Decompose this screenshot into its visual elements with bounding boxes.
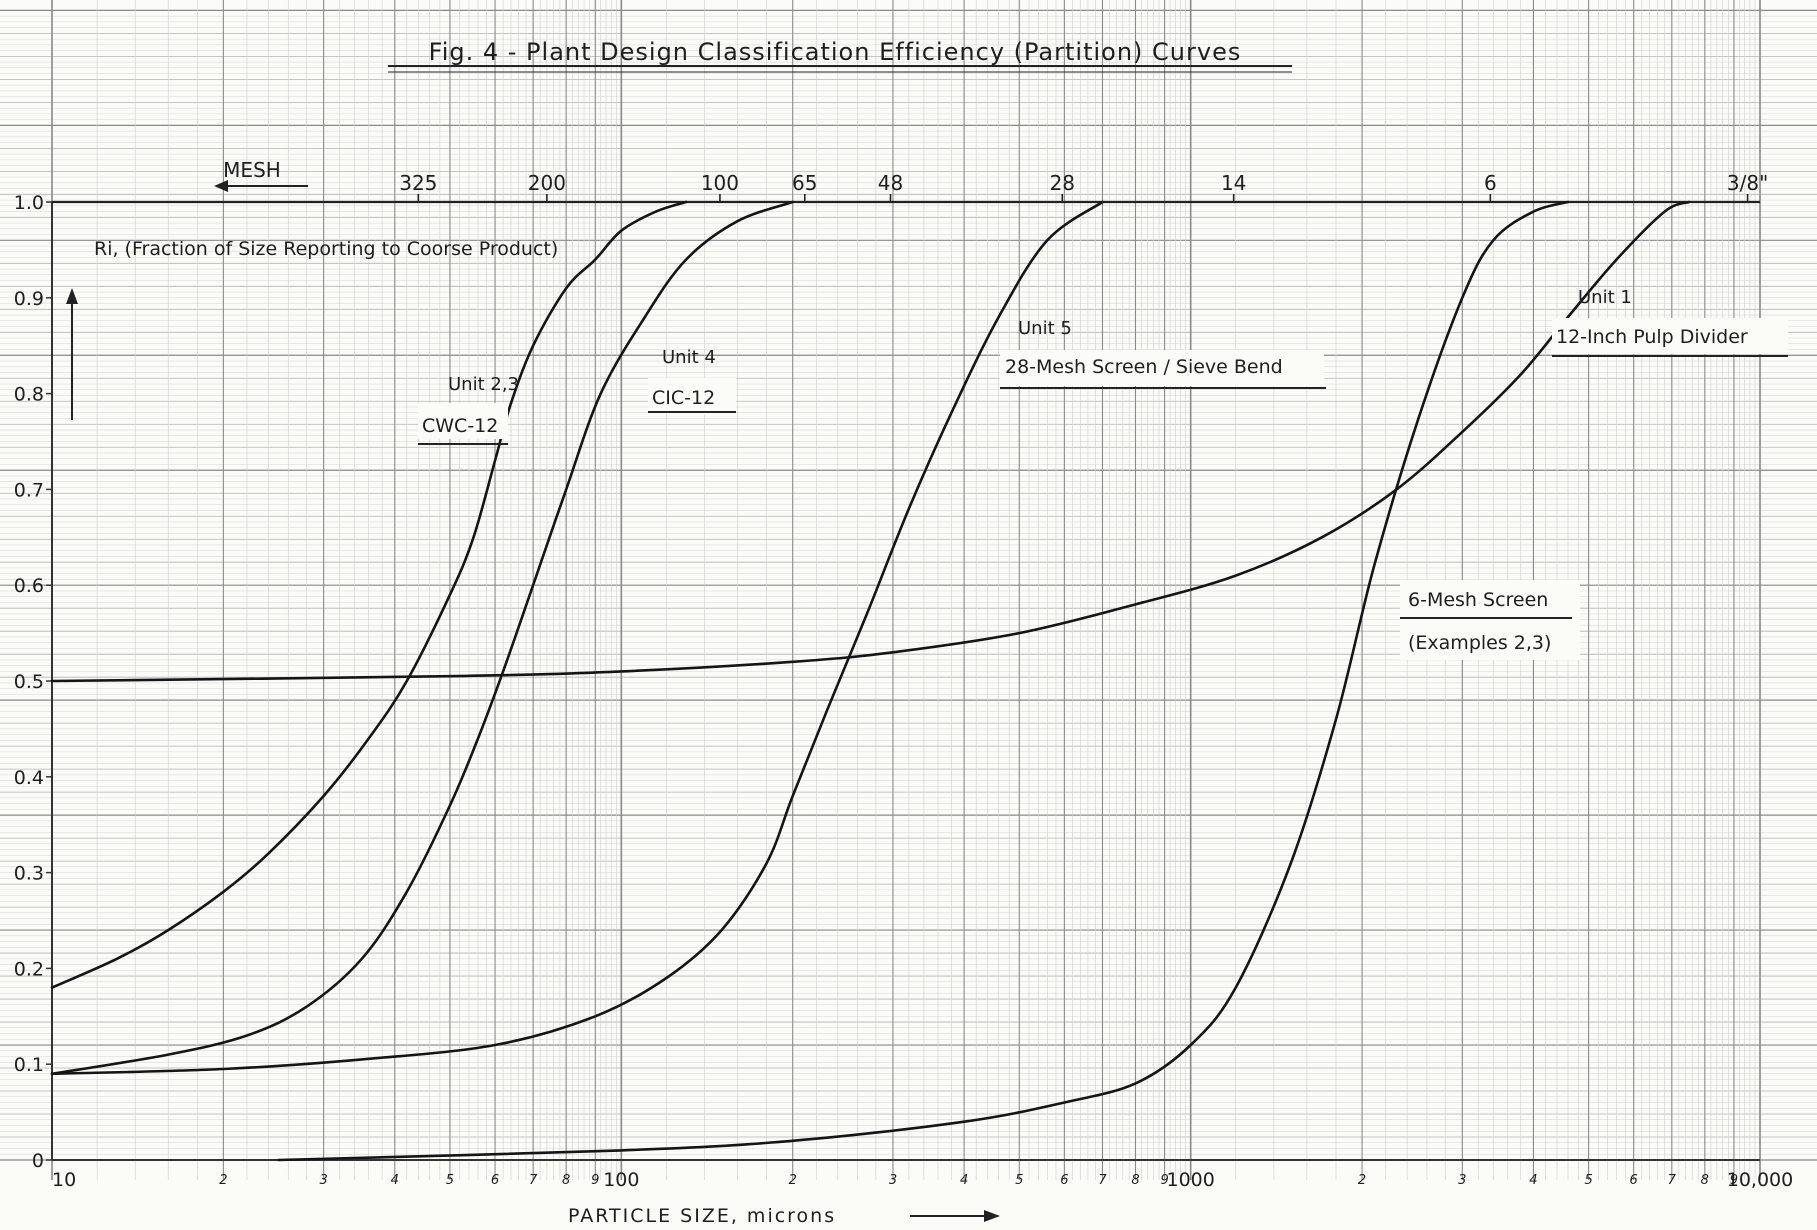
x-minor-tick-label: 7 bbox=[1668, 1173, 1677, 1188]
y-tick-label: 0.3 bbox=[14, 863, 44, 885]
chart-title: Fig. 4 - Plant Design Classification Eff… bbox=[429, 38, 1242, 66]
x-minor-tick-label: 3 bbox=[889, 1173, 897, 1188]
y-tick-label: 0.8 bbox=[14, 384, 44, 406]
x-minor-tick-label: 3 bbox=[1458, 1173, 1466, 1188]
mesh-arrow-head-icon bbox=[214, 180, 228, 192]
x-tick-label: 100 bbox=[603, 1169, 639, 1191]
x-minor-tick-label: 2 bbox=[1358, 1173, 1366, 1188]
x-minor-tick-label: 9 bbox=[1730, 1173, 1738, 1188]
x-arrow-head-icon bbox=[984, 1210, 1000, 1222]
annotation-unit-4: Unit 4 CIC-12 bbox=[648, 347, 736, 414]
x-minor-tick-label: 7 bbox=[529, 1173, 538, 1188]
x-minor-tick-label: 9 bbox=[591, 1173, 599, 1188]
x-minor-tick-label: 2 bbox=[219, 1173, 227, 1188]
x-minor-tick-label: 8 bbox=[562, 1173, 570, 1188]
y-tick-label: 0.6 bbox=[14, 575, 44, 597]
mesh-tick-label: 325 bbox=[399, 171, 437, 195]
x-minor-tick-label: 2 bbox=[789, 1173, 797, 1188]
y-arrow-head-icon bbox=[66, 288, 78, 304]
x-minor-tick-label: 6 bbox=[1060, 1173, 1068, 1188]
series-curves bbox=[50, 200, 1691, 1162]
svg-text:28-Mesh Screen / Sieve Bend: 28-Mesh Screen / Sieve Bend bbox=[1005, 356, 1283, 378]
y-tick-label: 0.1 bbox=[14, 1054, 44, 1076]
y-tick-label: 0.2 bbox=[14, 958, 44, 980]
y-tick-label: 0.4 bbox=[14, 767, 44, 789]
y-tick-label: 0.7 bbox=[14, 479, 44, 501]
mesh-tick-label: 3/8" bbox=[1727, 171, 1768, 195]
x-minor-tick-label: 4 bbox=[960, 1173, 968, 1188]
mesh-tick-label: 48 bbox=[878, 171, 903, 195]
annotation-unit-1: Unit 1 12-Inch Pulp Divider bbox=[1552, 287, 1788, 357]
curve-unit-5-28-mesh-screen bbox=[50, 200, 1104, 1076]
mesh-tick-label: 200 bbox=[528, 171, 566, 195]
x-minor-tick-label: 5 bbox=[1015, 1173, 1023, 1188]
curve-unit-4-cic-12 bbox=[50, 200, 794, 1076]
x-minor-tick-label: 9 bbox=[1160, 1173, 1168, 1188]
y-tick-label: 1.0 bbox=[14, 192, 44, 214]
mesh-tick-label: 28 bbox=[1050, 171, 1075, 195]
y-tick-label: 0.5 bbox=[14, 671, 44, 693]
svg-text:CIC-12: CIC-12 bbox=[652, 387, 715, 409]
svg-text:Unit 1: Unit 1 bbox=[1578, 287, 1632, 308]
svg-text:CWC-12: CWC-12 bbox=[422, 415, 498, 437]
svg-text:6-Mesh Screen: 6-Mesh Screen bbox=[1408, 589, 1548, 611]
x-minor-tick-label: 7 bbox=[1098, 1173, 1107, 1188]
curve-6-mesh-screen bbox=[277, 200, 1570, 1162]
x-axis-label: PARTICLE SIZE, microns bbox=[568, 1205, 836, 1227]
x-minor-tick-label: 6 bbox=[1630, 1173, 1638, 1188]
mesh-tick-label: 100 bbox=[701, 171, 739, 195]
mesh-tick-label: 14 bbox=[1221, 171, 1246, 195]
svg-text:(Examples 2,3): (Examples 2,3) bbox=[1408, 632, 1551, 654]
x-minor-tick-label: 6 bbox=[491, 1173, 499, 1188]
annotation-6-mesh-screen: 6-Mesh Screen (Examples 2,3) bbox=[1400, 580, 1580, 660]
svg-text:Unit 4: Unit 4 bbox=[662, 347, 716, 368]
mesh-tick-label: 65 bbox=[792, 171, 817, 195]
y-axis-label: Ri, (Fraction of Size Reporting to Coors… bbox=[94, 238, 558, 260]
y-tick-label: 0.9 bbox=[14, 288, 44, 310]
x-minor-tick-label: 4 bbox=[391, 1173, 399, 1188]
x-minor-tick-label: 8 bbox=[1131, 1173, 1139, 1188]
curve-unit-2-3-cwc-12 bbox=[50, 200, 688, 989]
x-minor-tick-label: 5 bbox=[446, 1173, 454, 1188]
y-tick-label: 0 bbox=[32, 1150, 44, 1172]
mesh-tick-label: 6 bbox=[1484, 171, 1497, 195]
svg-text:Unit 2,3: Unit 2,3 bbox=[448, 374, 519, 395]
x-tick-label: 10 bbox=[52, 1169, 76, 1191]
svg-text:Unit 5: Unit 5 bbox=[1018, 318, 1072, 339]
x-tick-label: 1000 bbox=[1166, 1169, 1214, 1191]
curve-unit-1-pulp-divider bbox=[50, 200, 1691, 683]
annotation-unit-5: Unit 5 28-Mesh Screen / Sieve Bend bbox=[1000, 318, 1326, 389]
x-minor-tick-label: 5 bbox=[1584, 1173, 1592, 1188]
mesh-axis-label: MESH bbox=[223, 158, 281, 182]
x-tick-label: 10,000 bbox=[1727, 1169, 1793, 1191]
graph-paper-grid bbox=[0, 0, 1817, 1180]
x-minor-tick-label: 4 bbox=[1529, 1173, 1537, 1188]
annotation-unit-2-3: Unit 2,3 CWC-12 bbox=[418, 374, 519, 445]
svg-text:12-Inch Pulp Divider: 12-Inch Pulp Divider bbox=[1556, 326, 1748, 348]
x-minor-tick-label: 8 bbox=[1701, 1173, 1709, 1188]
x-minor-tick-label: 3 bbox=[320, 1173, 328, 1188]
axes: 0 0.1 0.2 0.3 0.4 0.5 0.6 0.7 0.8 0.9 1.0 10 100 1000… bbox=[14, 171, 1793, 1191]
